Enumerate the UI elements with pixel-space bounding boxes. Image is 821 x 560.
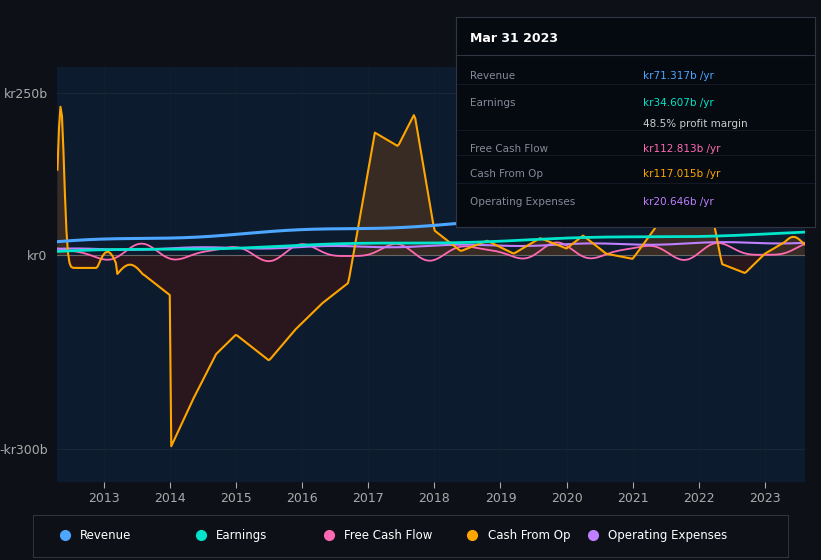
Text: kr20.646b /yr: kr20.646b /yr <box>643 197 713 207</box>
Text: Cash From Op: Cash From Op <box>488 529 570 542</box>
Text: Earnings: Earnings <box>470 98 516 108</box>
Text: Cash From Op: Cash From Op <box>470 169 543 179</box>
Text: Operating Expenses: Operating Expenses <box>608 529 727 542</box>
Text: kr117.015b /yr: kr117.015b /yr <box>643 169 720 179</box>
Text: Operating Expenses: Operating Expenses <box>470 197 576 207</box>
Text: Earnings: Earnings <box>216 529 267 542</box>
Text: kr112.813b /yr: kr112.813b /yr <box>643 144 720 154</box>
Text: Revenue: Revenue <box>470 71 515 81</box>
Text: Revenue: Revenue <box>80 529 131 542</box>
Text: Free Cash Flow: Free Cash Flow <box>470 144 548 154</box>
Text: kr71.317b /yr: kr71.317b /yr <box>643 71 713 81</box>
Text: Mar 31 2023: Mar 31 2023 <box>470 31 558 44</box>
Text: 48.5% profit margin: 48.5% profit margin <box>643 119 747 129</box>
Text: Free Cash Flow: Free Cash Flow <box>344 529 433 542</box>
Text: kr34.607b /yr: kr34.607b /yr <box>643 98 713 108</box>
